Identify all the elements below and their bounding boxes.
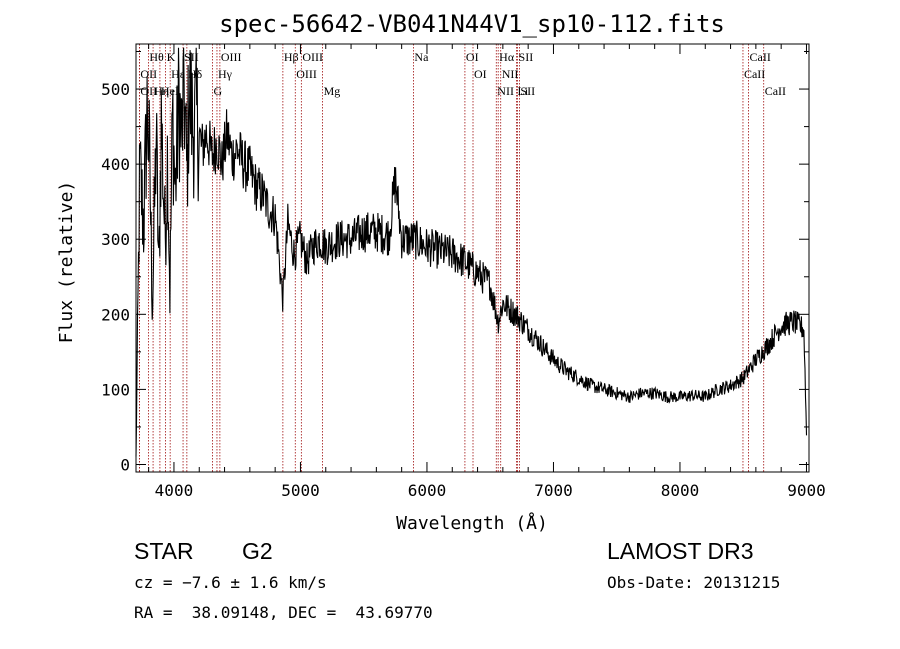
line-label: Hα xyxy=(499,50,515,64)
axis-ticks-layer: 4000 5000 6000 7000 8000 9000 0 100 200 300 400 500 xyxy=(101,44,826,500)
x-tick-label: 5000 xyxy=(281,481,320,500)
line-label: CaII xyxy=(750,50,771,64)
y-tick-label: 400 xyxy=(101,155,130,174)
object-class: STAR xyxy=(134,538,194,564)
chart-title: spec-56642-VB041N44V1_sp10-112.fits xyxy=(219,10,725,38)
line-label: NII xyxy=(497,84,514,98)
line-label: Hθ xyxy=(149,50,164,64)
x-axis-label: Wavelength (Å) xyxy=(396,512,548,534)
line-label: Hγ xyxy=(218,67,233,81)
line-label: G xyxy=(214,84,223,98)
observation-date: Obs-Date: 20131215 xyxy=(607,573,781,592)
line-label: Hβ xyxy=(284,50,299,64)
line-label: HeI xyxy=(161,84,179,98)
flux-series-line xyxy=(135,47,808,457)
plot-frame xyxy=(135,43,810,473)
line-label: OI xyxy=(474,67,487,81)
x-tick-label: 8000 xyxy=(661,481,700,500)
line-label: CaII xyxy=(744,67,765,81)
x-tick-label: 6000 xyxy=(408,481,447,500)
line-label: Mg xyxy=(324,84,341,98)
line-label: OI xyxy=(466,50,479,64)
y-tick-label: 200 xyxy=(101,305,130,324)
line-label: Li xyxy=(518,84,529,98)
coordinates: RA = 38.09148, DEC = 43.69770 xyxy=(134,603,433,622)
x-tick-label: 9000 xyxy=(787,481,826,500)
line-label: Na xyxy=(414,50,429,64)
object-subclass: G2 xyxy=(242,538,273,564)
line-label: OII xyxy=(140,67,157,81)
line-label: SII xyxy=(519,50,534,64)
x-tick-label: 4000 xyxy=(155,481,194,500)
line-label: OIII xyxy=(221,50,242,64)
y-tick-label: 500 xyxy=(101,80,130,99)
survey-name: LAMOST DR3 xyxy=(607,538,754,564)
line-label: OIII xyxy=(302,50,323,64)
line-label: CaII xyxy=(765,84,786,98)
redshift-cz: cz = −7.6 ± 1.6 km/s xyxy=(134,573,327,592)
line-label: K xyxy=(167,50,176,64)
line-label: OIII xyxy=(296,67,317,81)
line-label: OII xyxy=(140,84,157,98)
x-tick-label: 7000 xyxy=(534,481,573,500)
line-label: SII xyxy=(520,84,535,98)
y-tick-label: 300 xyxy=(101,230,130,249)
y-axis-label: Flux (relative) xyxy=(56,181,77,344)
y-tick-label: 100 xyxy=(101,380,130,399)
y-tick-label: 0 xyxy=(120,455,130,474)
line-label: NII xyxy=(502,67,519,81)
